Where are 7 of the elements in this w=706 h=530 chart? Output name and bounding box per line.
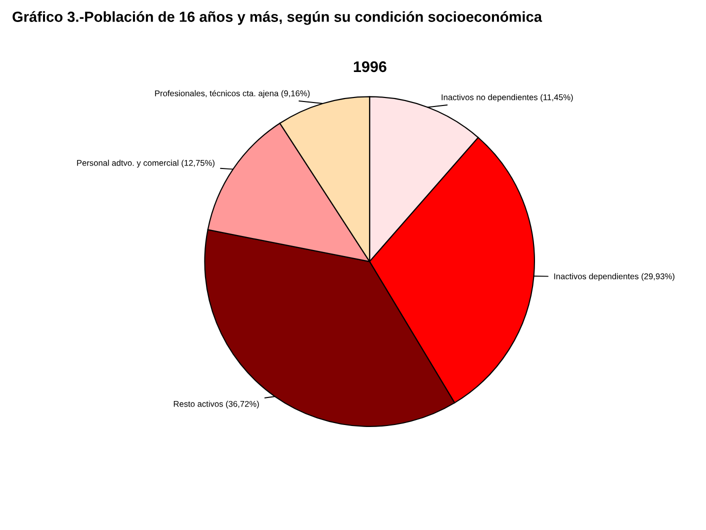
chart-title: 1996 [354, 61, 386, 72]
slice-label: Inactivos dependientes (29,93%) [554, 273, 674, 281]
chart-subtitle: Gráfico 3.-Población de 16 años y más, según su condición socioeconómica [12, 11, 542, 25]
slice-label: Personal adtvo. y comercial (12,75%) [77, 160, 214, 168]
slice-label: Inactivos no dependientes (11,45%) [442, 94, 573, 102]
slice-label: Resto activos (36,72%) [174, 400, 259, 408]
slice-label: Profesionales, técnicos cta. ajena (9,16%) [155, 90, 310, 98]
